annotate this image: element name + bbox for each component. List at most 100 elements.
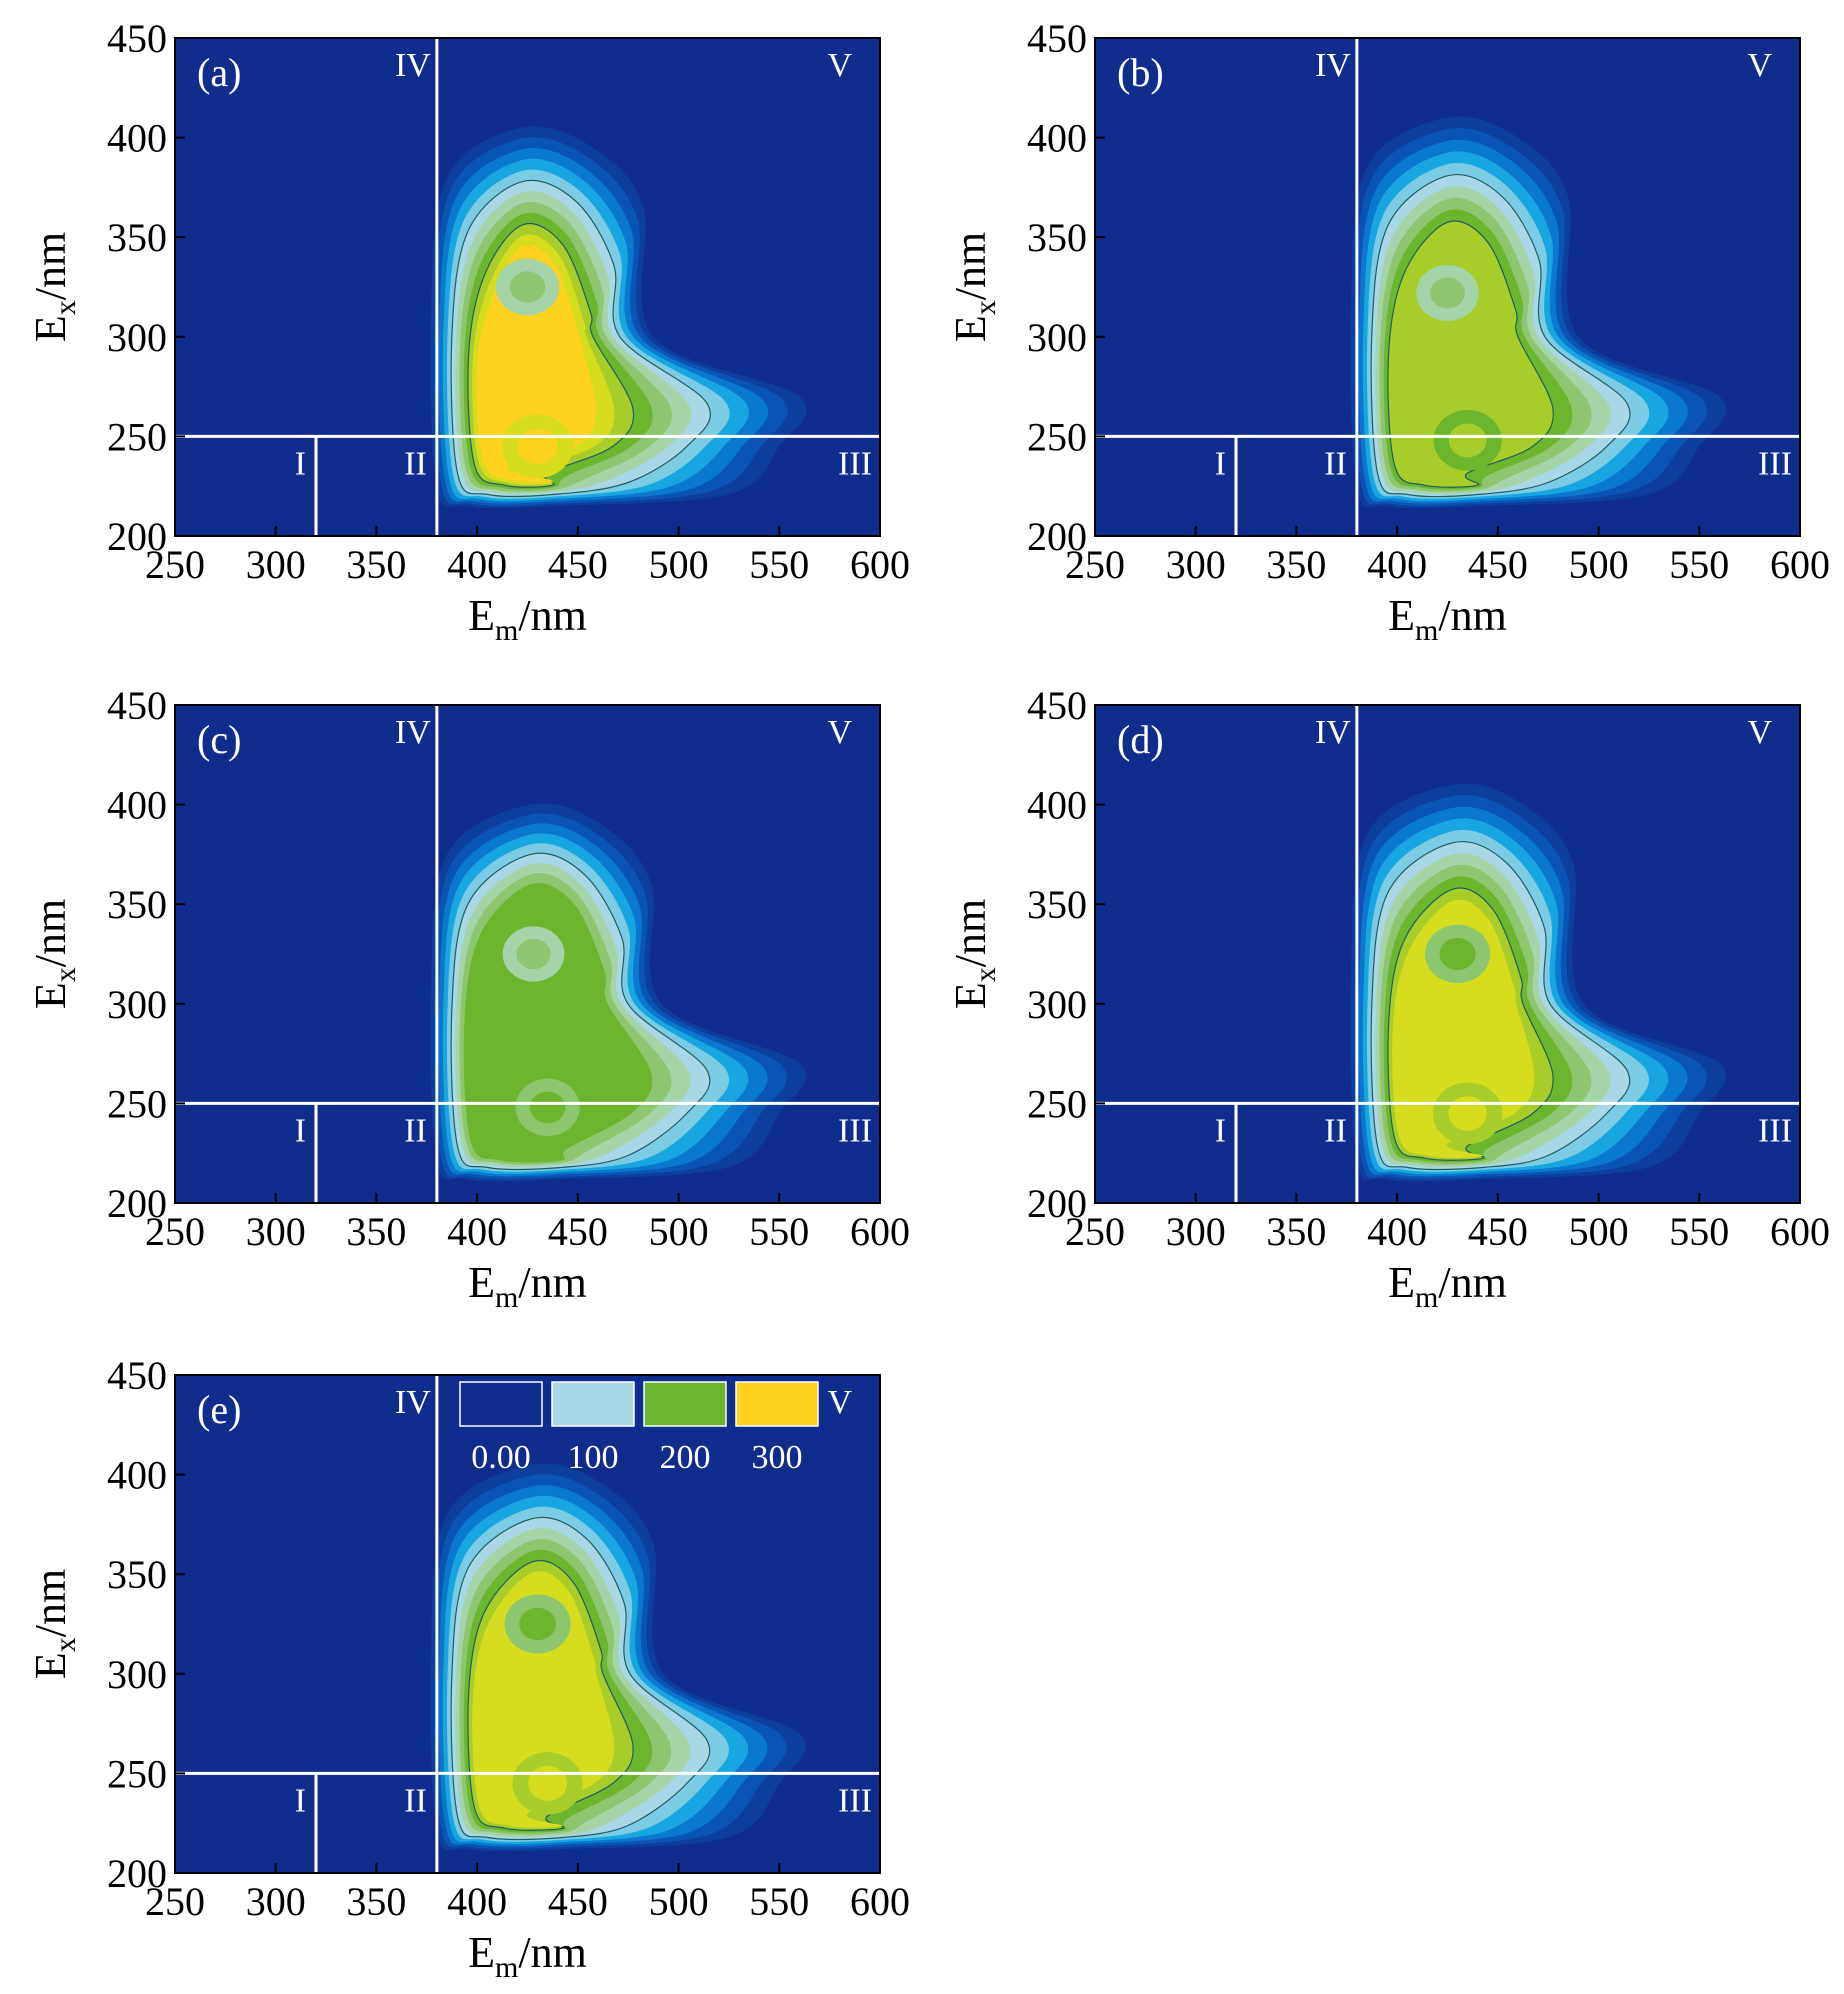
- x-tick-label: 400: [447, 542, 507, 587]
- region-label-i: I: [295, 445, 306, 482]
- y-tick-label: 400: [1027, 116, 1087, 161]
- x-axis-label: Em/nm: [468, 591, 587, 647]
- y-tick-label: 400: [107, 783, 167, 828]
- x-tick-label: 450: [1468, 542, 1528, 587]
- y-tick-label: 450: [1027, 683, 1087, 728]
- region-label-iii: III: [838, 445, 872, 482]
- y-tick-label: 350: [1027, 882, 1087, 927]
- x-tick-label: 350: [1266, 542, 1326, 587]
- x-tick-label: 500: [649, 1209, 709, 1254]
- axes-frame: [174, 37, 881, 537]
- x-tick-label: 500: [1569, 1209, 1629, 1254]
- y-tick-label: 250: [107, 1751, 167, 1796]
- y-axis-label: Ex/nm: [946, 232, 1002, 342]
- x-tick-label: 250: [145, 1209, 205, 1254]
- x-tick-label: 350: [346, 542, 406, 587]
- x-tick-label: 250: [145, 1879, 205, 1924]
- y-axis-label: Ex/nm: [26, 1569, 82, 1679]
- y-tick-label: 350: [107, 215, 167, 260]
- y-tick-label: 400: [1027, 783, 1087, 828]
- y-tick-label: 450: [107, 1353, 167, 1398]
- colorbar-swatch: [643, 1381, 727, 1427]
- colorbar-swatch: [459, 1381, 543, 1427]
- axes-frame: [1094, 37, 1801, 537]
- y-tick-label: 200: [107, 1181, 167, 1226]
- x-tick-label: 500: [649, 1879, 709, 1924]
- x-tick-label: 400: [1367, 1209, 1427, 1254]
- x-tick-label: 300: [246, 1879, 306, 1924]
- contour-field: [1350, 783, 1727, 1182]
- x-axis-label: Em/nm: [468, 1258, 587, 1314]
- x-tick-label: 400: [1367, 542, 1427, 587]
- panel-label: (b): [1117, 50, 1164, 95]
- y-axis-label: Ex/nm: [946, 899, 1002, 1009]
- y-tick-label: 200: [107, 514, 167, 559]
- colorbar-label: 300: [752, 1439, 803, 1476]
- x-tick-label: 600: [850, 1209, 910, 1254]
- region-label-i: I: [295, 1112, 306, 1149]
- x-tick-label: 550: [1669, 1209, 1729, 1254]
- x-tick-label: 600: [850, 1879, 910, 1924]
- colorbar-label: 100: [568, 1439, 619, 1476]
- region-label-iv: IV: [1315, 714, 1351, 751]
- y-tick-label: 450: [107, 683, 167, 728]
- x-tick-label: 300: [246, 542, 306, 587]
- y-tick-label: 350: [107, 1552, 167, 1597]
- y-tick-label: 200: [1027, 1181, 1087, 1226]
- region-label-iii: III: [838, 1112, 872, 1149]
- region-label-iv: IV: [395, 714, 431, 751]
- region-label-i: I: [1215, 445, 1226, 482]
- y-tick-label: 300: [1027, 315, 1087, 360]
- axes-frame: [1094, 704, 1801, 1204]
- y-tick-label: 200: [107, 1851, 167, 1896]
- region-label-v: V: [1747, 47, 1772, 84]
- x-axis-label: Em/nm: [468, 1928, 587, 1984]
- region-label-iii: III: [838, 1782, 872, 1819]
- x-tick-label: 450: [548, 1209, 608, 1254]
- x-tick-label: 250: [1065, 542, 1125, 587]
- x-tick-label: 450: [1468, 1209, 1528, 1254]
- x-tick-label: 350: [346, 1209, 406, 1254]
- y-tick-label: 300: [1027, 982, 1087, 1027]
- region-label-v: V: [1747, 714, 1772, 751]
- x-axis-label: Em/nm: [1388, 1258, 1507, 1314]
- x-tick-label: 550: [749, 542, 809, 587]
- peak-core: [517, 428, 558, 465]
- region-label-ii: II: [1324, 1112, 1347, 1149]
- y-tick-label: 450: [107, 16, 167, 61]
- region-label-v: V: [827, 47, 852, 84]
- contour-field: [430, 803, 807, 1182]
- x-tick-label: 400: [447, 1879, 507, 1924]
- peak-core: [516, 938, 551, 970]
- y-tick-label: 350: [1027, 215, 1087, 260]
- y-tick-label: 350: [107, 882, 167, 927]
- x-tick-label: 450: [548, 1879, 608, 1924]
- y-tick-label: 250: [107, 414, 167, 459]
- axes-frame: [174, 704, 881, 1204]
- y-tick-label: 250: [1027, 1081, 1087, 1126]
- region-label-v: V: [827, 1384, 852, 1421]
- x-tick-label: 300: [1166, 1209, 1226, 1254]
- region-label-ii: II: [404, 1112, 427, 1149]
- peak-core: [529, 1091, 566, 1124]
- contour-field: [430, 126, 807, 509]
- y-tick-label: 250: [107, 1081, 167, 1126]
- colorbar-legend: 0.00 100 200 300: [459, 1381, 819, 1476]
- peak-core: [1448, 1096, 1487, 1131]
- region-label-iv: IV: [395, 1384, 431, 1421]
- x-tick-label: 450: [548, 542, 608, 587]
- x-axis-label: Em/nm: [1388, 591, 1507, 647]
- y-axis-label: Ex/nm: [26, 232, 82, 342]
- x-tick-label: 350: [1266, 1209, 1326, 1254]
- peak-core: [528, 1765, 568, 1801]
- y-axis-label: Ex/nm: [26, 899, 82, 1009]
- y-tick-label: 200: [1027, 514, 1087, 559]
- colorbar-swatch: [735, 1381, 819, 1427]
- colorbar-label: 200: [660, 1439, 711, 1476]
- region-label-v: V: [827, 714, 852, 751]
- contour-field: [1350, 116, 1727, 509]
